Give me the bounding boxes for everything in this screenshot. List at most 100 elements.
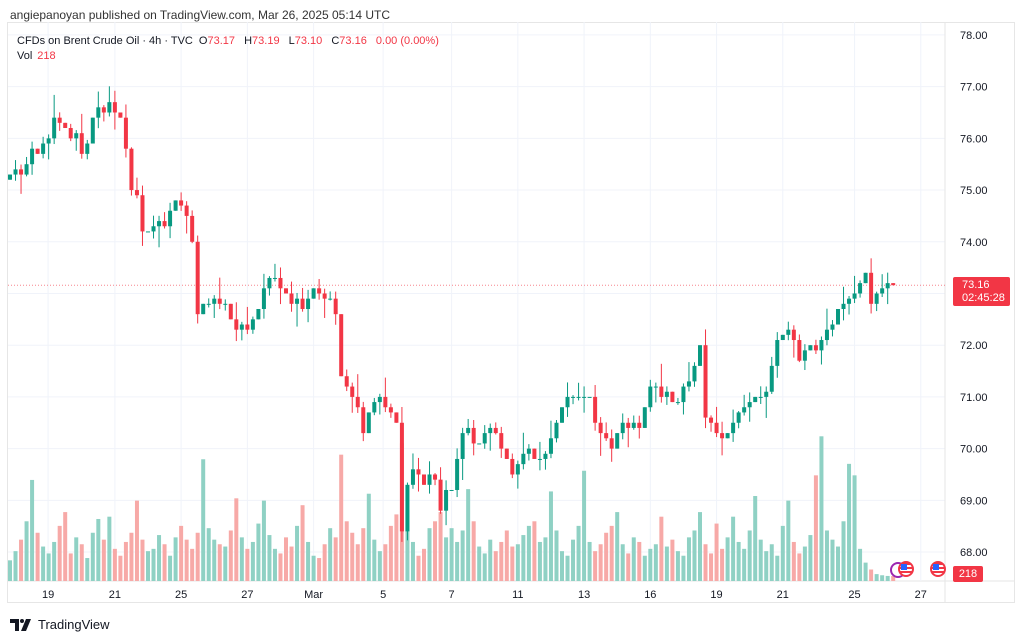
volume-bar (394, 514, 399, 581)
price-tick-label: 71.00 (960, 392, 988, 404)
candle-up (786, 329, 791, 335)
candle-up (758, 396, 763, 398)
volume-bar (455, 541, 460, 581)
candle-down (35, 148, 40, 154)
candle-down (532, 448, 537, 459)
time-tick-label: 25 (175, 589, 187, 601)
candle-up (582, 396, 587, 398)
candle-down (195, 241, 200, 315)
volume-bar (742, 548, 747, 581)
volume-bar (361, 528, 366, 581)
volume-bar (317, 558, 322, 581)
volume-bar (709, 553, 714, 581)
candle-up (858, 283, 863, 294)
symbol-title[interactable]: CFDs on Brent Crude Oil · 4h · TVC (17, 35, 193, 47)
volume-bar (819, 436, 824, 581)
publisher-line: angiepanoyan published on TradingView.co… (10, 8, 391, 22)
candle-down (714, 422, 719, 434)
last-price-badge: 73.16 02:45:28 (953, 277, 1010, 306)
us-flag-event-icon[interactable] (898, 561, 914, 577)
volume-bar (433, 521, 438, 581)
candle-down (339, 314, 344, 377)
time-tick-label: 21 (109, 589, 121, 601)
volume-bar (239, 537, 244, 581)
candle-up (747, 402, 752, 408)
candle-up (841, 303, 846, 309)
volume-bar (52, 541, 57, 581)
candle-down (289, 293, 294, 304)
candle-up (576, 396, 581, 398)
volume-bar (366, 493, 371, 581)
candle-up (830, 324, 835, 330)
candle-up (482, 433, 487, 444)
volume-bar (532, 521, 537, 581)
candle-down (19, 169, 24, 175)
volume-bar (692, 530, 697, 581)
candle-down (813, 345, 818, 351)
candle-up (477, 443, 482, 445)
candle-down (184, 205, 189, 216)
candle-down (129, 148, 134, 191)
volume-bar (543, 537, 548, 581)
candle-up (272, 277, 277, 279)
us-flag-event-icon[interactable] (930, 561, 946, 577)
volume-bar (797, 553, 802, 581)
high-value: 73.19 (252, 35, 280, 47)
volume-bar (79, 544, 84, 581)
volume-bar (118, 555, 123, 581)
candle-down (79, 133, 84, 154)
time-tick-label: 13 (578, 589, 590, 601)
candle-down (433, 474, 438, 480)
close-label: C (331, 35, 340, 47)
candle-up (295, 298, 300, 304)
volume-bar (548, 491, 553, 581)
candle-up (698, 345, 702, 366)
footer-brand[interactable]: TradingView (10, 617, 110, 632)
time-tick-label: Mar (304, 589, 323, 601)
candle-up (239, 324, 244, 330)
volume-bar (813, 475, 818, 581)
volume-bar (250, 541, 255, 581)
candle-up (681, 386, 686, 403)
candle-up (537, 458, 542, 460)
low-value: 73.10 (294, 35, 323, 47)
candle-up (8, 174, 12, 180)
high-label: H (244, 35, 253, 47)
time-tick-label: 21 (777, 589, 789, 601)
candle-down (118, 112, 123, 118)
volume-bar (664, 546, 669, 581)
volume-bar (780, 525, 785, 581)
candle-up (802, 350, 807, 361)
candle-down (134, 190, 139, 196)
candle-up (488, 427, 493, 434)
volume-bar (753, 496, 758, 581)
candle-up (642, 407, 647, 428)
price-tick-label: 76.00 (960, 133, 988, 145)
volume-bar (30, 479, 35, 581)
volume-bar (68, 553, 73, 581)
volume-bar (295, 525, 300, 581)
candle-up (515, 464, 520, 475)
volume-bar (234, 498, 239, 581)
volume-bar (802, 546, 807, 581)
volume-label: Vol (17, 50, 33, 62)
volume-bar (791, 541, 796, 581)
time-tick-label: 27 (915, 589, 927, 601)
volume-bar (190, 548, 195, 581)
volume-bar (383, 544, 388, 581)
price-tick-label: 68.00 (960, 547, 988, 559)
price-tick-label: 78.00 (960, 30, 988, 42)
volume-bar (571, 539, 576, 581)
volume-bar (863, 562, 868, 581)
candle-down (598, 422, 603, 434)
volume-bar (245, 548, 250, 581)
candle-up (85, 143, 90, 154)
candle-down (190, 215, 195, 242)
candle-up (74, 133, 79, 139)
candle-up (764, 391, 769, 397)
candle-up (455, 458, 460, 490)
candle-down (228, 303, 233, 320)
volume-bar (880, 575, 885, 581)
volume-bar (217, 544, 222, 581)
